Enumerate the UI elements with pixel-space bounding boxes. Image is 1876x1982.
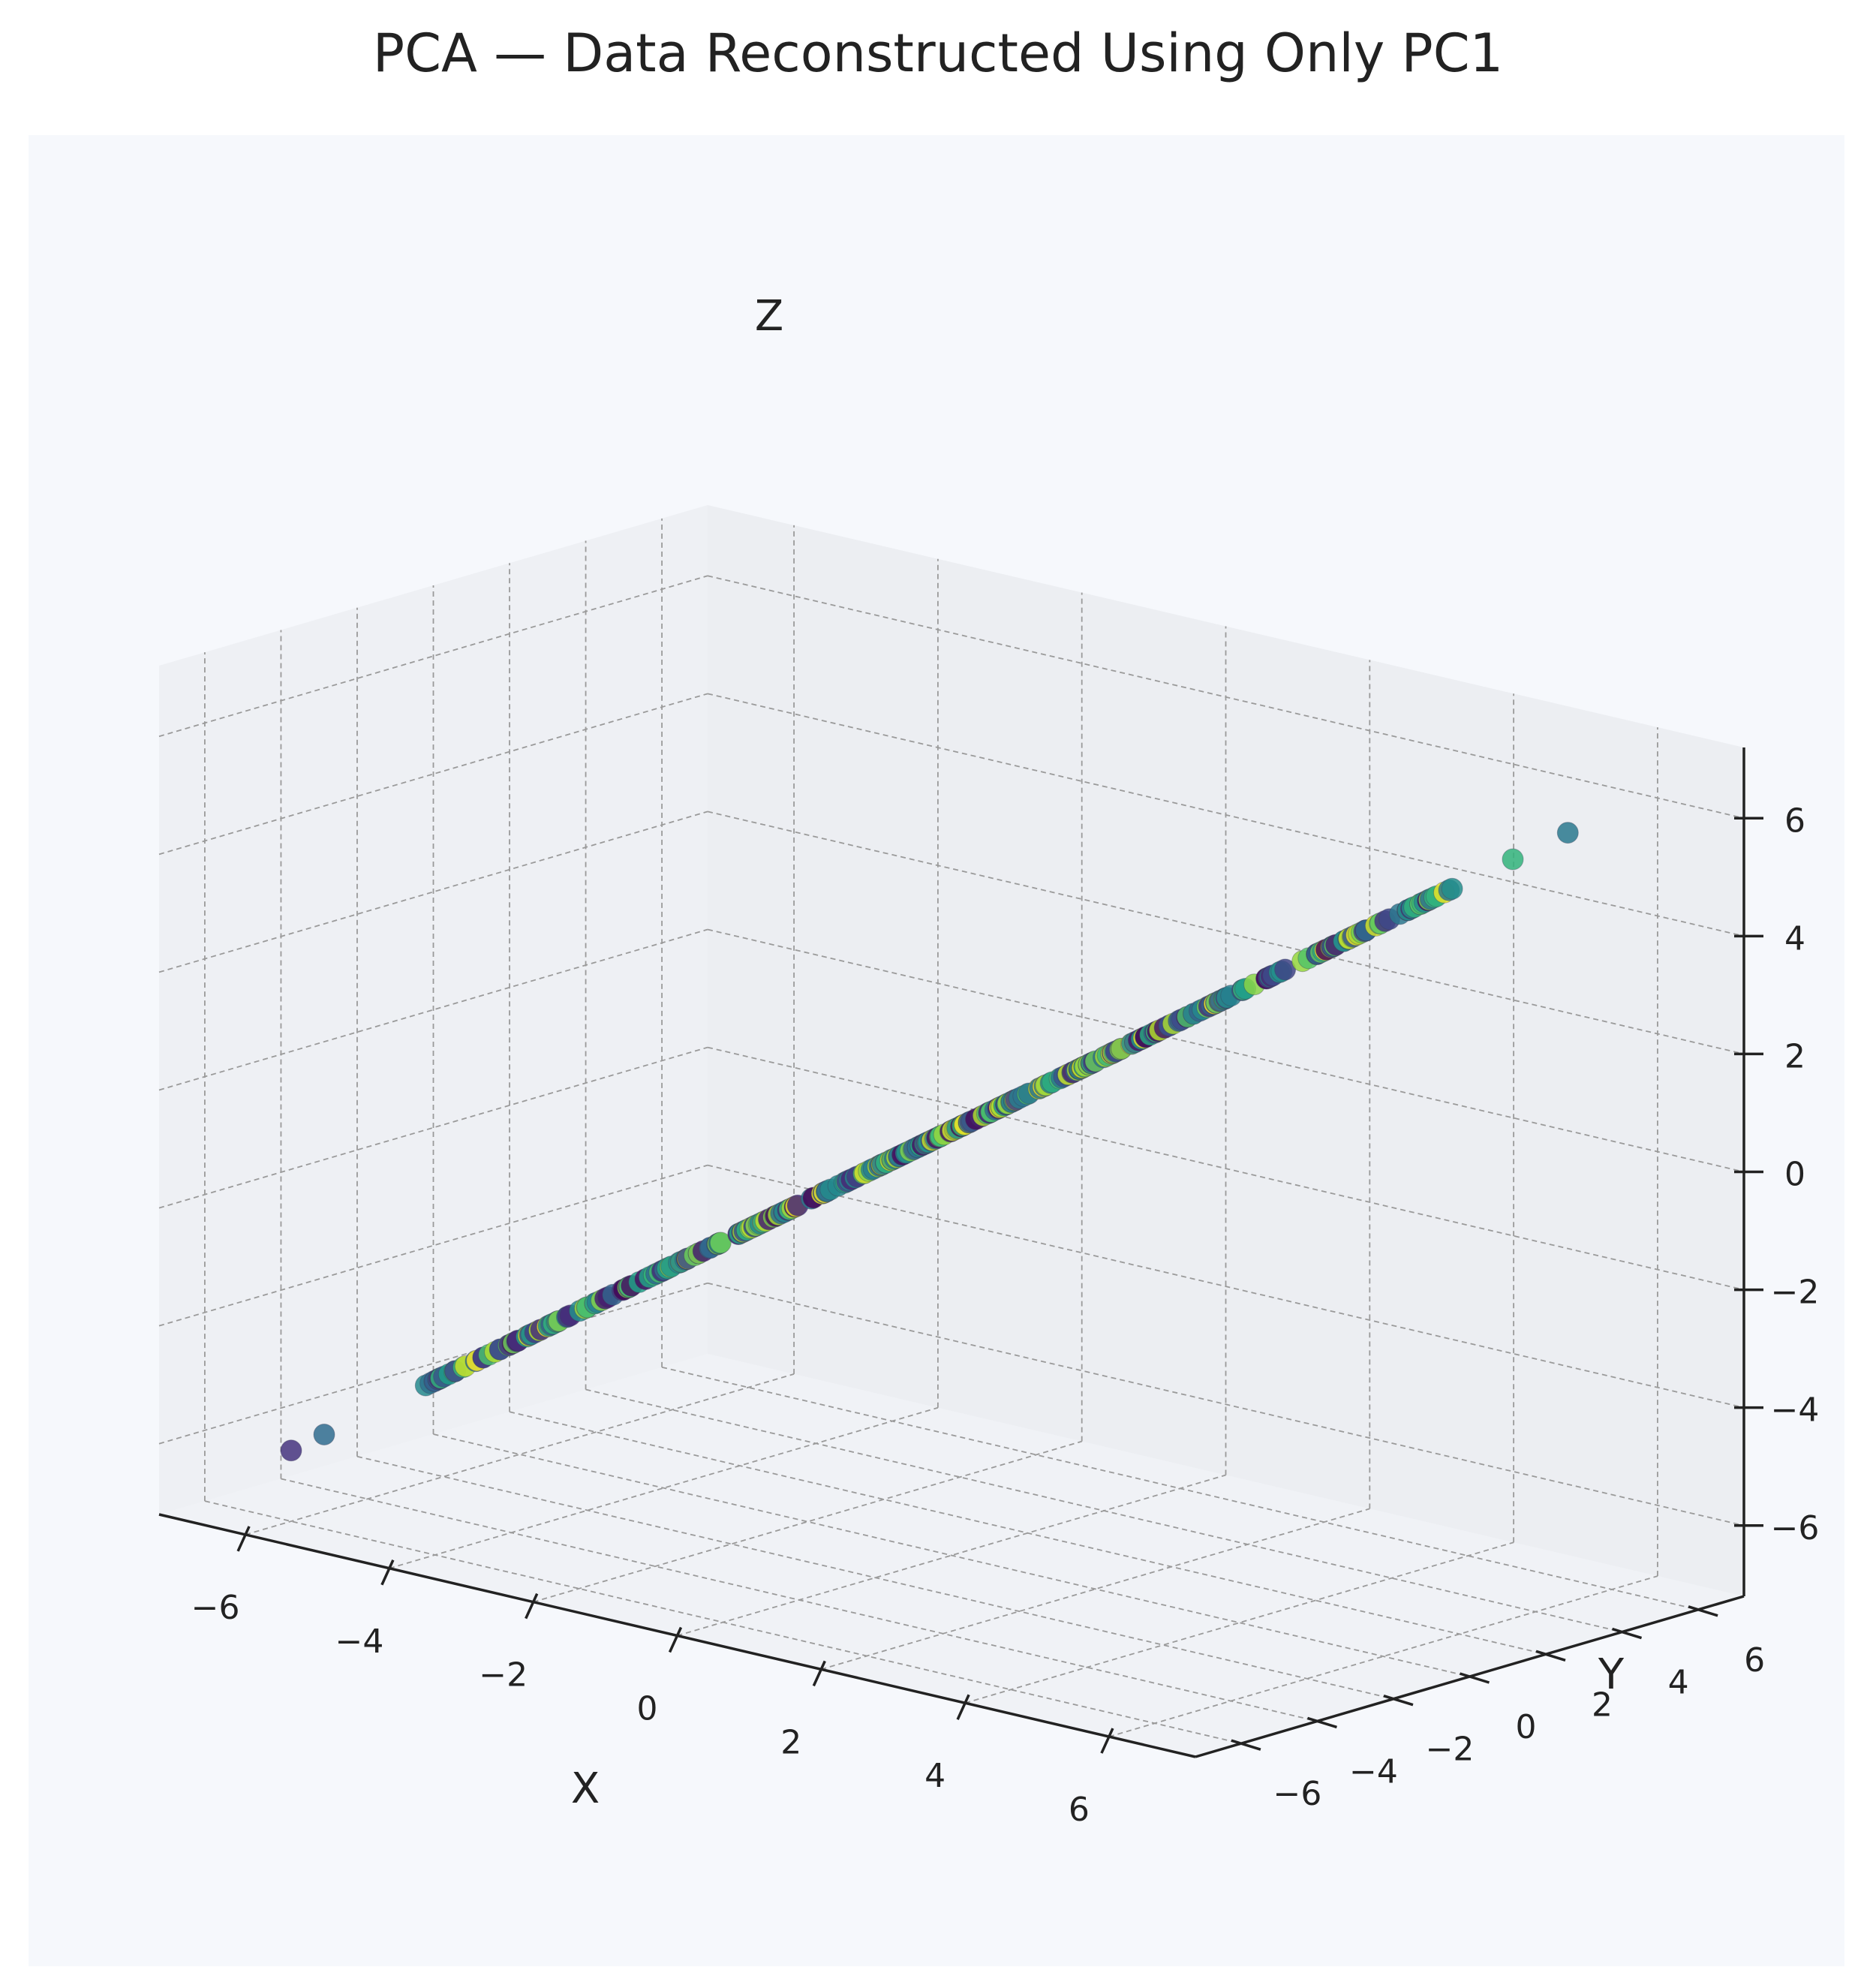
y-tick-mark <box>1306 1716 1337 1729</box>
axis-lines <box>158 747 1763 1758</box>
grid-line <box>707 1282 1745 1526</box>
y-tick-label: 2 <box>1592 1686 1613 1724</box>
grid-line <box>158 693 708 856</box>
chart-title: PCA — Data Reconstructed Using Only PC1 <box>373 23 1503 84</box>
x-tick-mark <box>668 1626 683 1653</box>
x-tick-mark <box>380 1559 395 1586</box>
z-tick-label: −4 <box>1771 1391 1820 1430</box>
grid-line <box>356 1455 1394 1700</box>
grid-line <box>281 1478 1318 1722</box>
scatter-point <box>709 1232 732 1254</box>
scatter-point <box>1441 877 1463 900</box>
grid-line <box>533 1440 1082 1603</box>
grid-line <box>158 1046 708 1209</box>
grid-line <box>158 811 708 973</box>
grid-line <box>661 1366 1699 1611</box>
x-tick-label: 2 <box>780 1723 801 1761</box>
x-tick-mark <box>956 1694 970 1720</box>
x-tick-mark <box>812 1660 826 1687</box>
grid-line <box>245 1373 795 1535</box>
x-tick-label: 6 <box>1069 1791 1090 1829</box>
grid-line <box>433 1433 1470 1677</box>
grid-line <box>585 1388 1622 1633</box>
x-tick-label: −6 <box>191 1589 240 1627</box>
x-tick-mark <box>525 1593 539 1620</box>
z-tick-label: −6 <box>1771 1509 1820 1547</box>
grid-line <box>707 1164 1745 1409</box>
scatter-point <box>1556 822 1579 844</box>
scatter-point <box>313 1424 335 1445</box>
grid-line <box>204 1500 1242 1745</box>
grid-line <box>707 575 1745 820</box>
y-tick-mark <box>1612 1627 1643 1640</box>
grid-line <box>389 1406 939 1569</box>
scatter-point <box>1502 848 1524 871</box>
x-axis-label: X <box>571 1764 600 1813</box>
x-tick-mark <box>1100 1728 1114 1754</box>
grid-line <box>964 1541 1514 1704</box>
y-tick-mark <box>1459 1672 1490 1684</box>
x-tick-mark <box>236 1526 251 1552</box>
scatter-point <box>280 1439 302 1462</box>
y-tick-mark <box>1383 1695 1414 1707</box>
grid-line <box>707 811 1745 1055</box>
y-tick-mark <box>1231 1739 1261 1751</box>
grid-line <box>158 575 708 738</box>
grid-line <box>1108 1575 1658 1737</box>
y-tick-label: 4 <box>1668 1664 1689 1702</box>
z-axis-label: Z <box>755 292 783 341</box>
x-tick-label: 4 <box>924 1757 946 1795</box>
scatter-points <box>280 822 1579 1462</box>
x-tick-label: −2 <box>479 1656 528 1695</box>
x-tick-label: −4 <box>335 1623 383 1661</box>
y-tick-label: −6 <box>1273 1775 1321 1813</box>
grid-line <box>158 928 708 1091</box>
z-tick-label: 4 <box>1784 919 1805 958</box>
y-tick-label: −2 <box>1426 1731 1475 1769</box>
y-tick-mark <box>1688 1605 1718 1617</box>
grid-line <box>509 1411 1547 1656</box>
tick-labels: −6 −4 −2 0 2 4 6 −6 −4 −2 0 2 4 6 −6 −4 −2 0 2 4 6 <box>191 802 1820 1829</box>
grid-line <box>707 1046 1745 1291</box>
y-tick-label: 6 <box>1744 1641 1765 1680</box>
grid-line <box>821 1508 1370 1671</box>
z-tick-label: 0 <box>1784 1156 1805 1194</box>
grid-lines <box>158 518 1745 1745</box>
grid-line <box>707 928 1745 1173</box>
grid-line <box>158 1164 708 1327</box>
z-tick-label: 6 <box>1784 802 1805 840</box>
z-tick-label: −2 <box>1771 1274 1820 1312</box>
scatter-point <box>1274 958 1297 981</box>
grid-line <box>677 1474 1226 1637</box>
x-tick-label: 0 <box>637 1690 658 1728</box>
grid-line <box>707 693 1745 937</box>
grid-line <box>158 1282 708 1445</box>
y-tick-mark <box>1535 1650 1566 1662</box>
y-tick-label: −4 <box>1349 1752 1398 1791</box>
y-axis-label: Y <box>1598 1650 1625 1699</box>
z-tick-label: 2 <box>1784 1037 1805 1075</box>
y-tick-label: 0 <box>1516 1708 1537 1746</box>
